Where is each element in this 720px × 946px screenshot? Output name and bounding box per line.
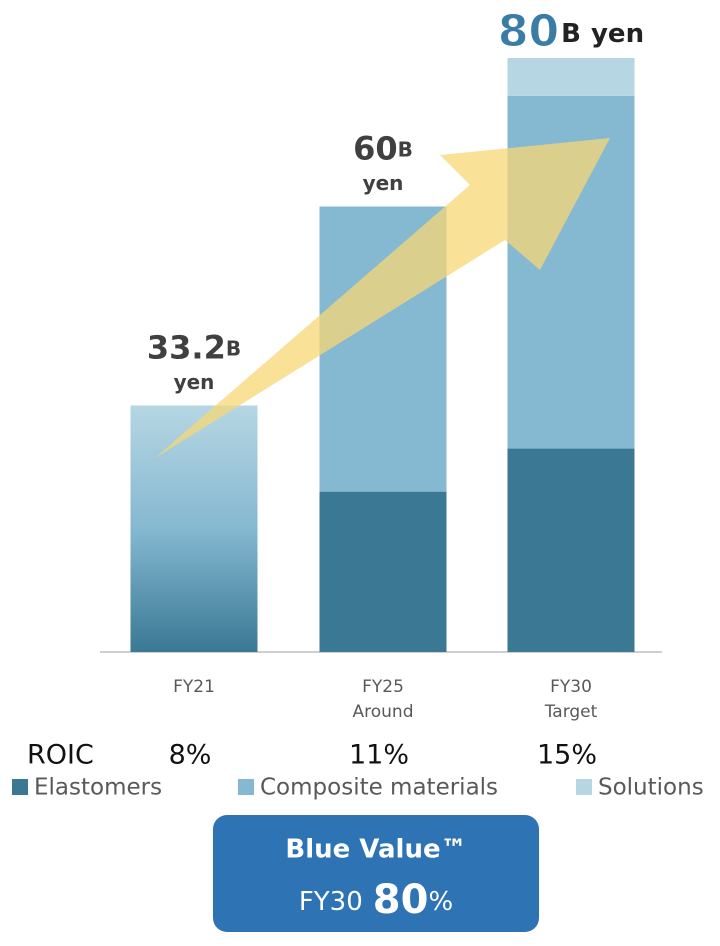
badge-unit: %	[428, 887, 453, 917]
x-tick-note: Target	[544, 702, 598, 722]
badge-title: Blue Value™	[285, 835, 466, 865]
roic-label: ROIC	[27, 740, 94, 771]
total-value: 60	[353, 130, 398, 168]
bar-segment	[507, 58, 635, 96]
total-value: 80	[498, 6, 559, 57]
x-tick-label: FY21	[173, 677, 215, 697]
x-tick-note: Around	[353, 702, 414, 722]
total-label: 60B	[353, 130, 413, 168]
x-tick-label: FY25	[362, 677, 404, 697]
total-value: 33.2	[147, 328, 226, 366]
roic-value: 8%	[169, 740, 212, 771]
legend-label: Elastomers	[34, 775, 162, 801]
roic-value: 11%	[349, 740, 409, 771]
bar	[130, 405, 258, 652]
badge-value: 80	[373, 877, 429, 923]
roic-value: 15%	[537, 740, 597, 771]
total-unit: yen	[363, 171, 404, 195]
total-unit: yen	[591, 19, 644, 49]
legend-swatch	[576, 779, 592, 795]
badge-box	[213, 815, 539, 932]
bar-segment	[507, 448, 635, 652]
legend-label: Solutions	[598, 775, 704, 801]
total-unit: B	[398, 137, 413, 161]
total-unit: yen	[174, 370, 215, 394]
badge-prefix: FY30	[299, 887, 363, 917]
legend-swatch	[12, 779, 28, 795]
total-unit: B	[561, 19, 581, 49]
total-unit: B	[226, 336, 241, 360]
x-tick-label: FY30	[550, 677, 592, 697]
legend-swatch	[238, 779, 254, 795]
badge-line: FY30 80%	[299, 877, 453, 923]
total-label: 33.2B	[147, 328, 241, 366]
total-label: 80B yen	[498, 6, 644, 57]
legend-label: Composite materials	[260, 775, 498, 801]
growth-arrow	[155, 138, 610, 458]
bar-segment	[319, 491, 447, 652]
